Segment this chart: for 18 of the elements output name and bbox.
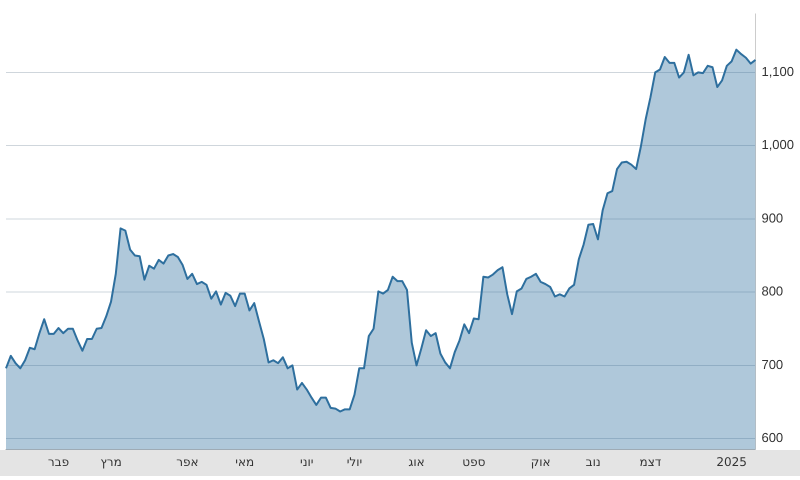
y-tick-label: 1,000 [761, 137, 794, 152]
y-tick-label: 600 [761, 430, 784, 446]
y-tick-label: 900 [761, 210, 784, 226]
y-tick-label: 800 [761, 284, 784, 299]
x-tick-label: נוב [586, 454, 601, 469]
x-tick-label: יוני [300, 454, 314, 469]
x-tick-label: ספט [462, 454, 486, 469]
x-tick-label: אפר [176, 454, 199, 469]
x-tick-label: אוג [408, 454, 425, 469]
x-tick-label: מרץ [100, 454, 122, 469]
x-tick-label: פבר [48, 454, 70, 469]
y-tick-label: 1,100 [761, 64, 794, 79]
x-tick-label: אוק [530, 454, 551, 469]
x-tick-label: מאי [235, 454, 254, 469]
x-tick-label: יולי [346, 454, 362, 469]
y-tick-label: 700 [761, 356, 784, 372]
x-tick-label: דצמ [640, 454, 662, 469]
x-tick-label: 2025 [716, 454, 747, 469]
